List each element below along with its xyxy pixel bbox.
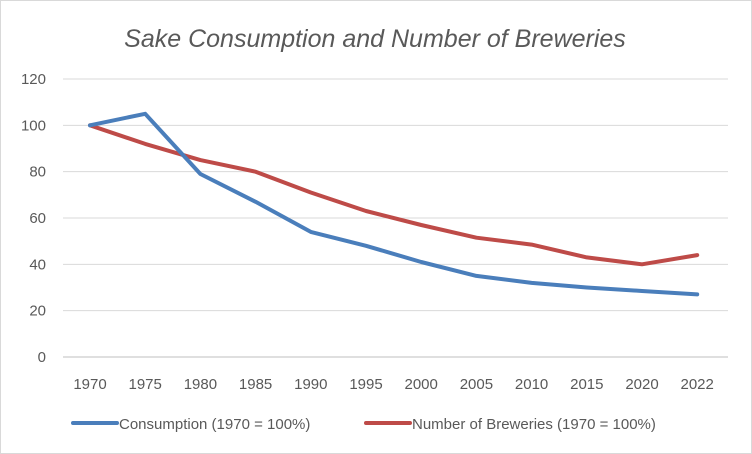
- x-tick-label: 1995: [349, 376, 382, 393]
- x-tick-label: 2015: [570, 376, 603, 393]
- y-tick-label: 0: [38, 349, 46, 366]
- y-tick-label: 60: [29, 210, 46, 227]
- series-lines: [88, 111, 700, 297]
- x-tick-label: 1990: [294, 376, 327, 393]
- y-tick-label: 120: [21, 71, 46, 88]
- x-tick-label: 1975: [129, 376, 162, 393]
- y-tick-label: 100: [21, 117, 46, 134]
- x-tick-label: 2000: [405, 376, 438, 393]
- grid-lines: [63, 78, 728, 358]
- y-tick-label: 40: [29, 256, 46, 273]
- x-tick-label: 2020: [625, 376, 658, 393]
- legend: Consumption (1970 = 100%) Number of Brewe…: [71, 416, 656, 433]
- y-tick-label: 20: [29, 303, 46, 320]
- x-tick-label: 1985: [239, 376, 272, 393]
- series-line: [88, 123, 700, 267]
- x-tick-label: 1970: [73, 376, 106, 393]
- x-tick-label: 2010: [515, 376, 548, 393]
- series-line: [88, 111, 700, 297]
- x-tick-label: 2005: [460, 376, 493, 393]
- legend-label: Consumption (1970 = 100%): [119, 416, 310, 433]
- y-axis-ticks: 0 20 40 60 80 100 120: [21, 71, 46, 366]
- legend-label: Number of Breweries (1970 = 100%): [412, 416, 656, 433]
- y-tick-label: 80: [29, 164, 46, 181]
- x-tick-label: 1980: [184, 376, 217, 393]
- chart-title: Sake Consumption and Number of Breweries: [124, 25, 626, 53]
- x-axis-ticks: 1970 1975 1980 1985 1990 1995 2000 2005 2010 2015…: [73, 376, 714, 393]
- x-tick-label: 2022: [681, 376, 714, 393]
